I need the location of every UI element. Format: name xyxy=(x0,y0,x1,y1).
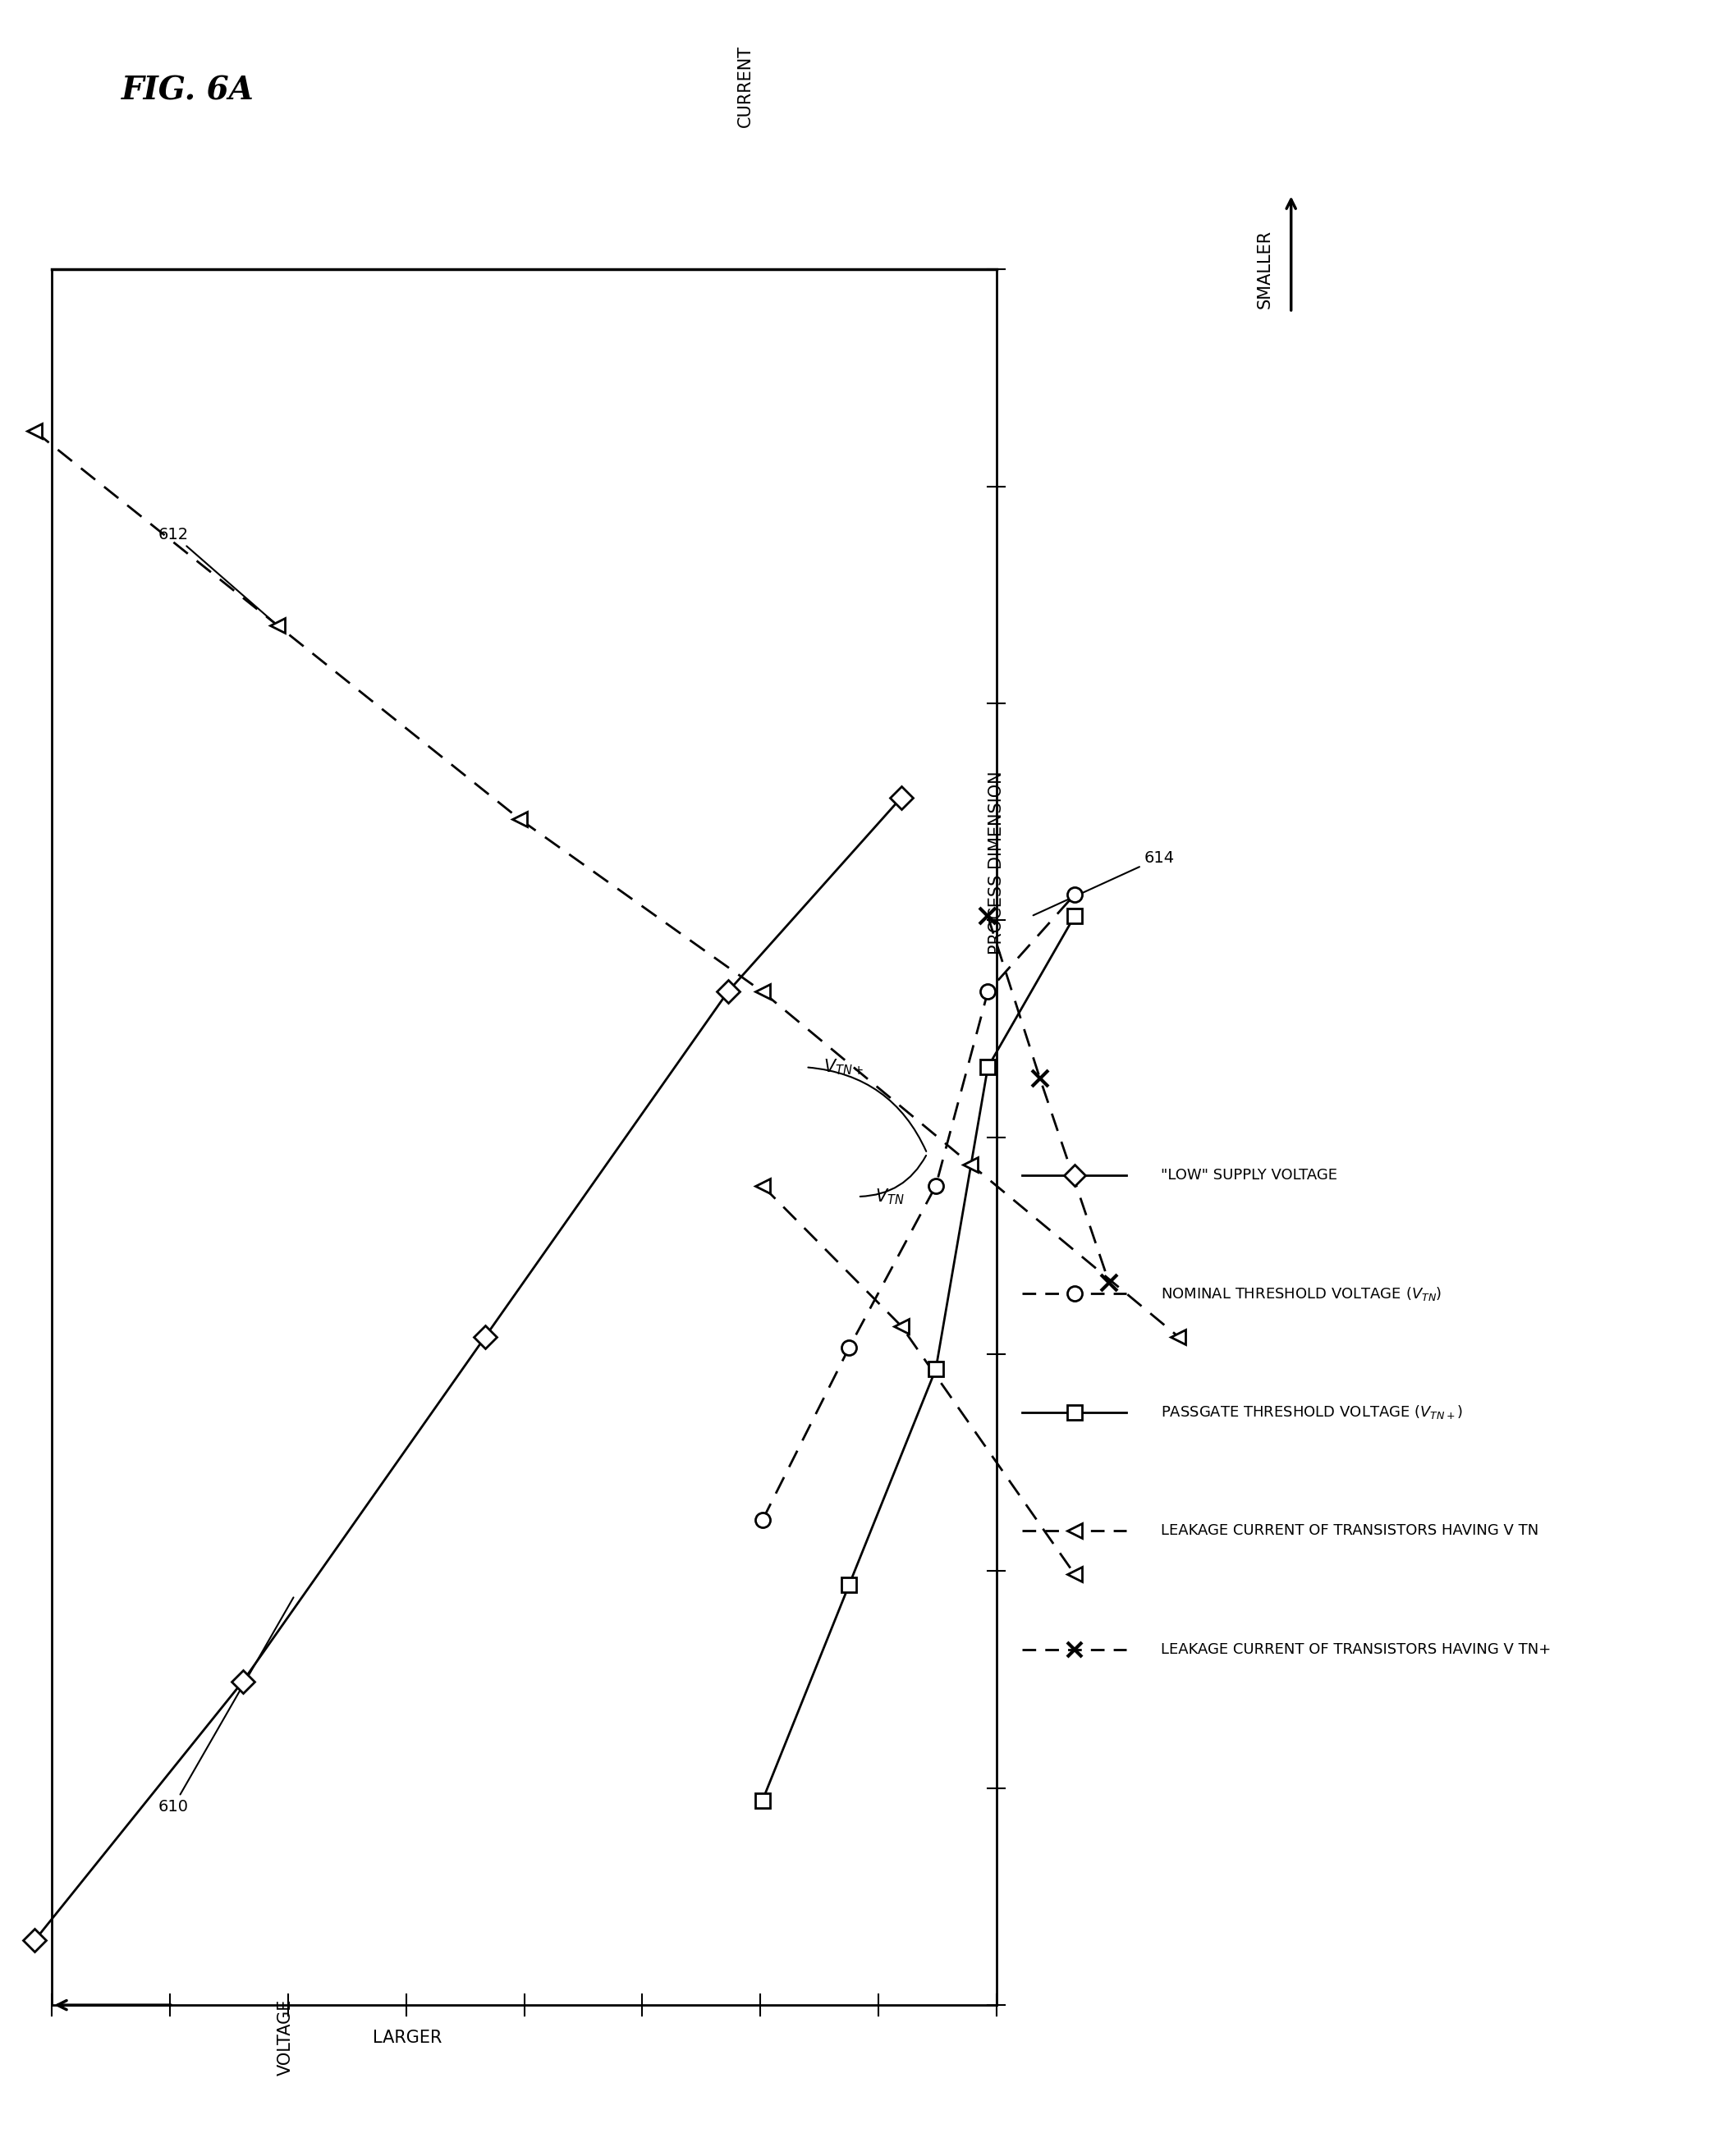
Text: LEAKAGE CURRENT OF TRANSISTORS HAVING V TN: LEAKAGE CURRENT OF TRANSISTORS HAVING V … xyxy=(1161,1524,1539,1537)
Text: SMALLER: SMALLER xyxy=(1256,231,1274,308)
Text: $V_{TN}$: $V_{TN}$ xyxy=(875,1188,905,1205)
Text: LARGER: LARGER xyxy=(373,2029,442,2046)
Text: 610: 610 xyxy=(158,1598,293,1815)
Text: $V_{TN+}$: $V_{TN+}$ xyxy=(823,1059,865,1076)
Text: PASSGATE THRESHOLD VOLTAGE ($V_{TN+}$): PASSGATE THRESHOLD VOLTAGE ($V_{TN+}$) xyxy=(1161,1404,1463,1421)
Text: 612: 612 xyxy=(158,526,276,623)
Text: VOLTAGE: VOLTAGE xyxy=(277,1999,295,2076)
Text: "LOW" SUPPLY VOLTAGE: "LOW" SUPPLY VOLTAGE xyxy=(1161,1169,1338,1181)
Text: 614: 614 xyxy=(1033,849,1175,916)
Text: PROCESS DIMENSION: PROCESS DIMENSION xyxy=(988,770,1005,955)
Text: NOMINAL THRESHOLD VOLTAGE ($V_{TN}$): NOMINAL THRESHOLD VOLTAGE ($V_{TN}$) xyxy=(1161,1285,1442,1302)
Text: LEAKAGE CURRENT OF TRANSISTORS HAVING V TN+: LEAKAGE CURRENT OF TRANSISTORS HAVING V … xyxy=(1161,1643,1551,1656)
Text: CURRENT: CURRENT xyxy=(737,45,754,127)
Text: FIG. 6A: FIG. 6A xyxy=(121,75,255,106)
